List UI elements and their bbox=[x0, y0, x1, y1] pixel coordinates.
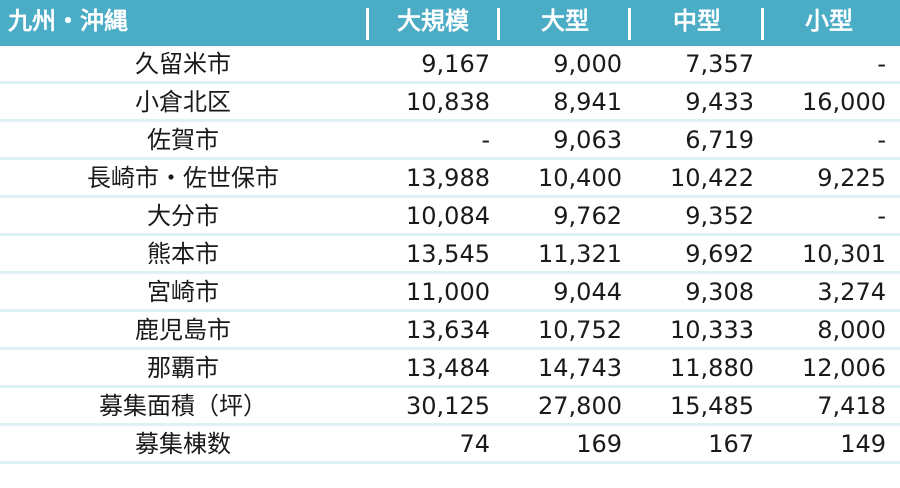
cell-medium: 11,880 bbox=[670, 354, 754, 382]
cell-small: 12,006 bbox=[802, 354, 886, 382]
table-header: 九州・沖縄 大規模 大型 中型 小型 bbox=[0, 0, 900, 46]
header-large-scale: 大規模 bbox=[397, 7, 469, 35]
cell-large: 10,752 bbox=[538, 316, 622, 344]
cell-large-scale: 10,084 bbox=[406, 202, 490, 230]
row-separator bbox=[0, 461, 900, 464]
row-label: 那覇市 bbox=[147, 354, 219, 382]
cell-small: 7,418 bbox=[817, 392, 886, 420]
cell-large-scale: - bbox=[481, 126, 490, 154]
row-label: 長崎市・佐世保市 bbox=[87, 164, 279, 192]
cell-small: 16,000 bbox=[802, 88, 886, 116]
header-region: 九州・沖縄 bbox=[8, 7, 128, 35]
row-separator bbox=[0, 385, 900, 388]
row-separator bbox=[0, 309, 900, 312]
table-row: 熊本市 13,545 11,321 9,692 10,301 bbox=[0, 236, 900, 274]
row-separator bbox=[0, 423, 900, 426]
cell-large-scale: 13,484 bbox=[406, 354, 490, 382]
cell-medium: 9,692 bbox=[685, 240, 754, 268]
cell-large: 10,400 bbox=[538, 164, 622, 192]
cell-small: 10,301 bbox=[802, 240, 886, 268]
cell-medium: 9,352 bbox=[685, 202, 754, 230]
cell-large: 11,321 bbox=[538, 240, 622, 268]
row-label: 佐賀市 bbox=[147, 126, 219, 154]
cell-small: - bbox=[877, 126, 886, 154]
row-separator bbox=[0, 347, 900, 350]
cell-small: 3,274 bbox=[817, 278, 886, 306]
row-separator bbox=[0, 81, 900, 84]
cell-small: 9,225 bbox=[817, 164, 886, 192]
cell-large: 9,762 bbox=[553, 202, 622, 230]
cell-large: 27,800 bbox=[538, 392, 622, 420]
cell-large: 8,941 bbox=[553, 88, 622, 116]
cell-small: 8,000 bbox=[817, 316, 886, 344]
cell-large-scale: 9,167 bbox=[421, 50, 490, 78]
cell-large: 14,743 bbox=[538, 354, 622, 382]
cell-large-scale: 10,838 bbox=[406, 88, 490, 116]
header-divider bbox=[366, 8, 369, 40]
row-separator bbox=[0, 195, 900, 198]
cell-small: 149 bbox=[840, 430, 886, 458]
header-divider bbox=[761, 8, 764, 40]
row-label: 募集棟数 bbox=[135, 430, 231, 458]
header-divider bbox=[628, 8, 631, 40]
table-row: 宮崎市 11,000 9,044 9,308 3,274 bbox=[0, 274, 900, 312]
cell-large: 9,000 bbox=[553, 50, 622, 78]
header-medium: 中型 bbox=[673, 7, 721, 35]
row-separator bbox=[0, 233, 900, 236]
table-row: 鹿児島市 13,634 10,752 10,333 8,000 bbox=[0, 312, 900, 350]
cell-large: 169 bbox=[576, 430, 622, 458]
cell-medium: 9,308 bbox=[685, 278, 754, 306]
header-large: 大型 bbox=[541, 7, 589, 35]
cell-large-scale: 30,125 bbox=[406, 392, 490, 420]
table-row: 募集棟数 74 169 167 149 bbox=[0, 426, 900, 464]
cell-large-scale: 13,988 bbox=[406, 164, 490, 192]
row-label: 募集面積（坪） bbox=[99, 392, 267, 420]
table-row: 那覇市 13,484 14,743 11,880 12,006 bbox=[0, 350, 900, 388]
row-label: 久留米市 bbox=[135, 50, 231, 78]
cell-large: 9,044 bbox=[553, 278, 622, 306]
row-separator bbox=[0, 157, 900, 160]
cell-small: - bbox=[877, 50, 886, 78]
cell-small: - bbox=[877, 202, 886, 230]
table-row: 佐賀市 - 9,063 6,719 - bbox=[0, 122, 900, 160]
table-row: 大分市 10,084 9,762 9,352 - bbox=[0, 198, 900, 236]
header-divider bbox=[497, 8, 500, 40]
table-row: 小倉北区 10,838 8,941 9,433 16,000 bbox=[0, 84, 900, 122]
row-label: 大分市 bbox=[147, 202, 219, 230]
cell-medium: 167 bbox=[708, 430, 754, 458]
cell-large-scale: 13,545 bbox=[406, 240, 490, 268]
row-label: 熊本市 bbox=[147, 240, 219, 268]
header-small: 小型 bbox=[805, 7, 853, 35]
cell-medium: 10,422 bbox=[670, 164, 754, 192]
row-separator bbox=[0, 271, 900, 274]
cell-medium: 15,485 bbox=[670, 392, 754, 420]
cell-medium: 9,433 bbox=[685, 88, 754, 116]
table-row: 募集面積（坪） 30,125 27,800 15,485 7,418 bbox=[0, 388, 900, 426]
cell-large-scale: 74 bbox=[459, 430, 490, 458]
cell-large-scale: 13,634 bbox=[406, 316, 490, 344]
cell-medium: 7,357 bbox=[685, 50, 754, 78]
table-row: 久留米市 9,167 9,000 7,357 - bbox=[0, 46, 900, 84]
cell-large: 9,063 bbox=[553, 126, 622, 154]
table-row: 長崎市・佐世保市 13,988 10,400 10,422 9,225 bbox=[0, 160, 900, 198]
row-label: 鹿児島市 bbox=[135, 316, 231, 344]
row-separator bbox=[0, 119, 900, 122]
row-label: 小倉北区 bbox=[135, 88, 231, 116]
cell-medium: 10,333 bbox=[670, 316, 754, 344]
row-label: 宮崎市 bbox=[147, 278, 219, 306]
cell-medium: 6,719 bbox=[685, 126, 754, 154]
cell-large-scale: 11,000 bbox=[406, 278, 490, 306]
